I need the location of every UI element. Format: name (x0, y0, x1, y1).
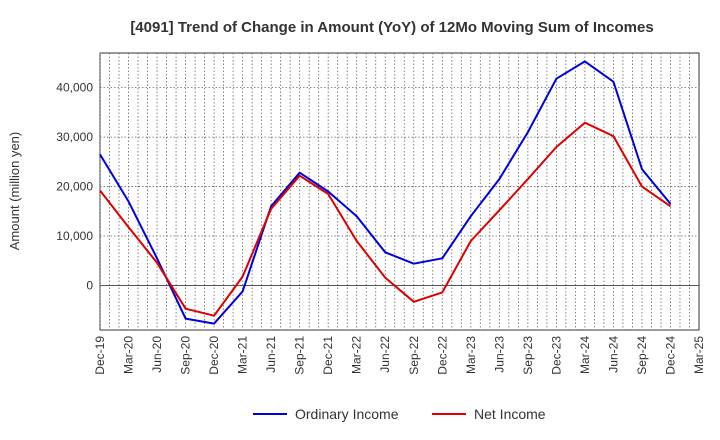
x-tick-label: Dec-22 (435, 336, 449, 375)
x-tick-label: Mar-21 (236, 336, 250, 374)
x-tick-label: Mar-25 (692, 336, 706, 374)
plot-area (99, 52, 700, 331)
y-tick-label: 30,000 (56, 130, 93, 144)
x-tick-labels: Dec-19 Mar-20 Jun-20 Sep-20 Dec-20 Mar-21 Jun-… (93, 336, 706, 375)
x-tick-label: Jun-20 (150, 336, 164, 373)
x-tick-label: Dec-20 (207, 336, 221, 375)
x-tick-label: Jun-23 (492, 336, 506, 373)
legend-label-ordinary-income: Ordinary Income (295, 406, 399, 422)
x-tick-label: Dec-23 (549, 336, 563, 375)
x-tick-label: Mar-23 (464, 336, 478, 374)
x-tick-label: Dec-24 (663, 336, 677, 375)
series-line-ordinary-income (99, 60, 672, 325)
chart-title: [4091] Trend of Change in Amount (YoY) o… (130, 19, 653, 36)
legend: Ordinary Income Net Income (253, 406, 546, 422)
x-tick-label: Mar-22 (350, 336, 364, 374)
series-layer (99, 60, 672, 325)
x-tick-label: Jun-24 (606, 336, 620, 373)
x-tick-label: Mar-24 (578, 336, 592, 374)
x-tick-label: Sep-22 (407, 336, 421, 375)
y-tick-label: 10,000 (56, 229, 93, 243)
x-tick-label: Dec-21 (321, 336, 335, 375)
x-tick-label: Mar-20 (122, 336, 136, 374)
y-axis-label: Amount (million yen) (7, 132, 22, 251)
x-tick-label: Dec-19 (93, 336, 107, 375)
series-line-net-income (99, 121, 672, 317)
x-tick-label: Jun-22 (378, 336, 392, 373)
y-tick-label: 0 (86, 278, 93, 292)
y-tick-labels: 0 10,000 20,000 30,000 40,000 (56, 81, 93, 293)
grid-lines (99, 53, 699, 330)
x-tick-label: Sep-24 (635, 336, 649, 375)
x-tick-label: Jun-21 (264, 336, 278, 373)
legend-label-net-income: Net Income (474, 406, 546, 422)
y-tick-label: 40,000 (56, 81, 93, 95)
y-tick-label: 20,000 (56, 180, 93, 194)
x-tick-label: Sep-20 (179, 336, 193, 375)
x-tick-label: Sep-23 (521, 336, 535, 375)
x-tick-label: Sep-21 (293, 336, 307, 375)
